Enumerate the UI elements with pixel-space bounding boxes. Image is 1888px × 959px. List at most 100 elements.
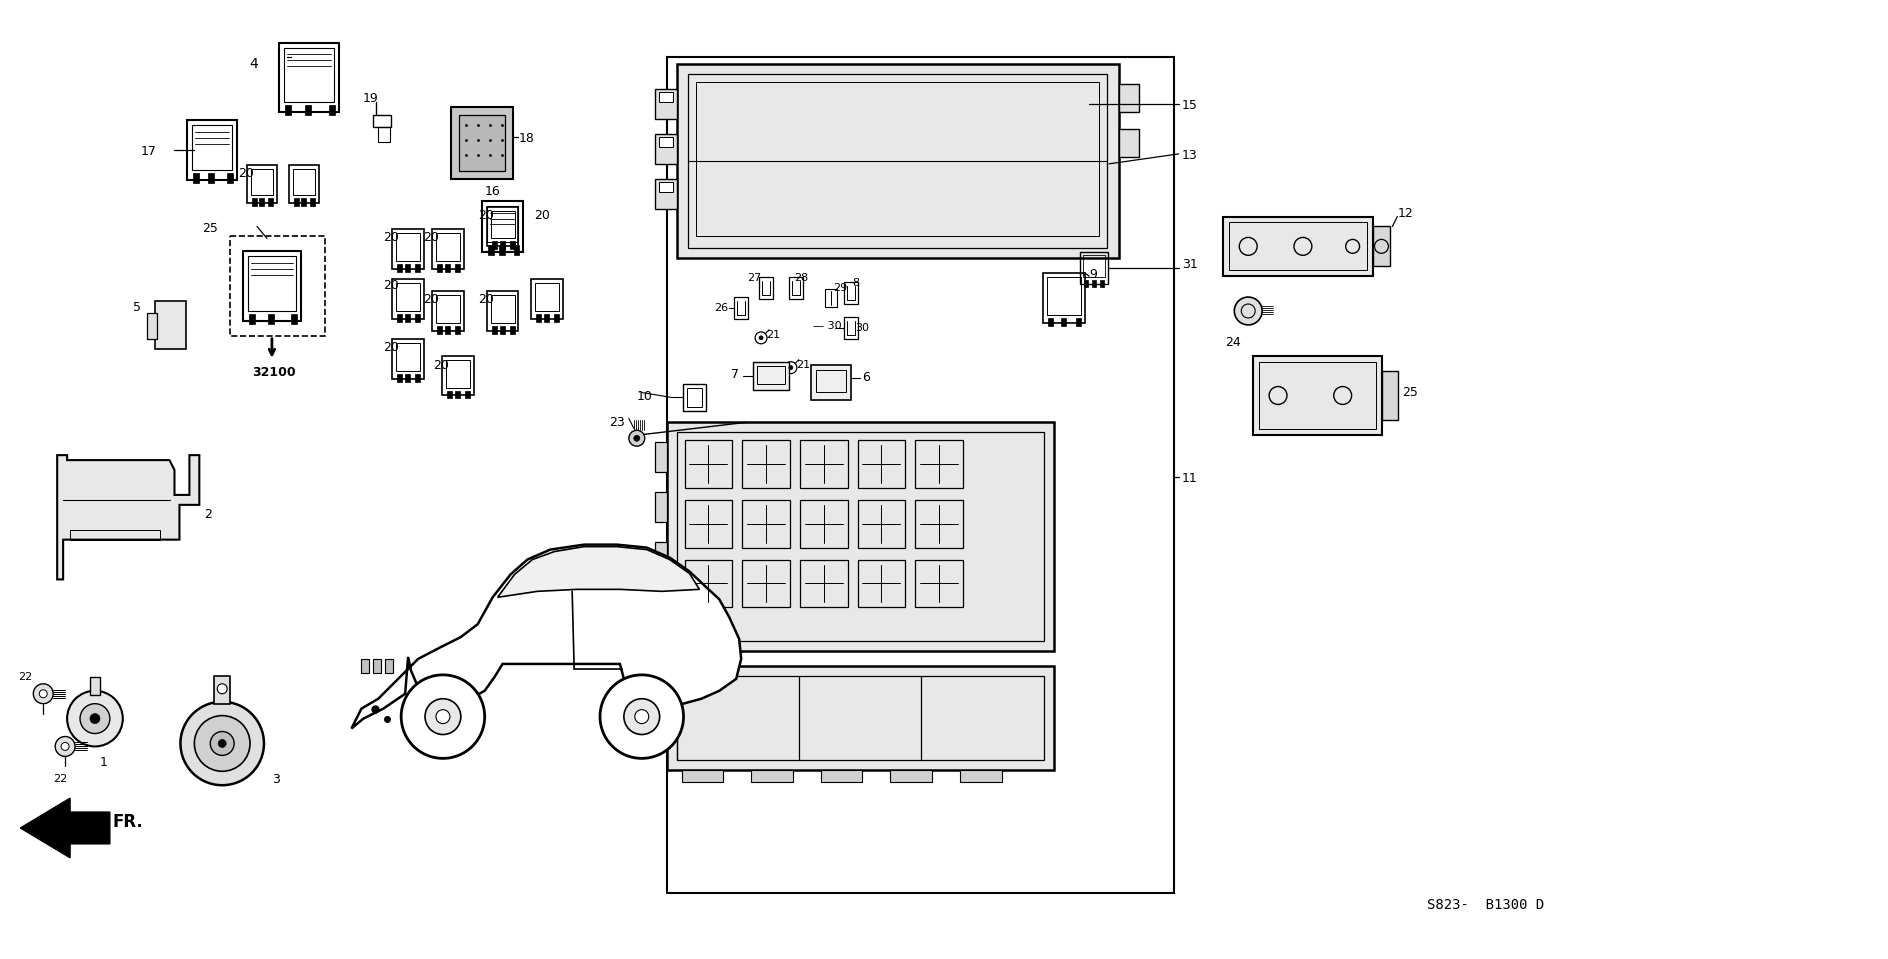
Text: 13: 13 (1182, 149, 1197, 162)
Bar (531, 279, 563, 319)
Bar (1120, 129, 1138, 157)
Circle shape (759, 336, 763, 339)
Circle shape (55, 737, 76, 757)
Bar (757, 365, 785, 384)
Bar (655, 542, 666, 572)
Bar (147, 313, 157, 339)
Bar (1223, 217, 1373, 276)
Bar (91, 677, 100, 694)
Bar (491, 242, 497, 249)
Text: 6: 6 (863, 370, 870, 384)
Bar (801, 500, 848, 548)
Bar (455, 265, 461, 272)
Text: 15: 15 (1182, 99, 1197, 112)
Bar (666, 58, 1174, 893)
Bar (436, 295, 461, 323)
Text: 27: 27 (748, 273, 761, 283)
Bar (1373, 226, 1390, 267)
Bar (251, 169, 274, 195)
Text: 22: 22 (19, 672, 32, 682)
Bar (844, 316, 857, 339)
Bar (487, 205, 519, 243)
Text: 14: 14 (638, 715, 655, 729)
Bar (555, 314, 559, 322)
Bar (821, 770, 863, 783)
Bar (491, 211, 515, 239)
Text: 31: 31 (1182, 258, 1197, 271)
Bar (959, 770, 1003, 783)
Bar (283, 48, 334, 103)
Circle shape (40, 690, 47, 698)
Bar (193, 173, 200, 183)
Bar (536, 314, 542, 322)
Bar (268, 198, 274, 205)
Text: 28: 28 (793, 273, 808, 283)
Bar (442, 356, 474, 395)
Bar (396, 374, 402, 382)
Text: 1: 1 (100, 757, 108, 769)
Bar (682, 770, 723, 783)
Bar (415, 374, 419, 382)
Bar (510, 326, 515, 334)
Bar (1048, 318, 1054, 326)
Text: 20: 20 (478, 208, 493, 222)
Text: 20: 20 (383, 279, 398, 292)
Text: 19: 19 (362, 92, 378, 105)
Bar (432, 229, 464, 269)
Text: 32100: 32100 (251, 365, 296, 379)
Bar (436, 326, 442, 334)
Text: 20: 20 (432, 359, 449, 372)
Bar (259, 198, 264, 205)
Bar (801, 440, 848, 488)
Bar (396, 283, 419, 311)
Bar (361, 659, 370, 673)
Bar (1084, 255, 1104, 277)
Bar (916, 559, 963, 607)
Bar (1061, 318, 1067, 326)
Bar (459, 115, 504, 171)
Bar (751, 770, 793, 783)
Bar (916, 500, 963, 548)
Bar (1084, 280, 1087, 287)
Bar (244, 251, 300, 321)
Bar (487, 292, 519, 331)
Text: S823-  B1300 D: S823- B1300 D (1427, 898, 1544, 912)
Circle shape (217, 684, 227, 693)
Bar (1048, 277, 1082, 315)
Bar (697, 82, 1099, 237)
Bar (500, 326, 504, 334)
Polygon shape (351, 545, 742, 729)
Bar (396, 233, 419, 261)
Bar (208, 173, 213, 183)
Bar (447, 390, 451, 399)
Text: FR.: FR. (113, 813, 143, 831)
Bar (655, 89, 676, 119)
Bar (481, 200, 523, 252)
Circle shape (623, 699, 659, 735)
Text: 8: 8 (853, 278, 859, 288)
Bar (857, 500, 904, 548)
Bar (510, 242, 515, 249)
Text: 29: 29 (833, 283, 848, 293)
Polygon shape (21, 798, 110, 857)
Bar (685, 559, 733, 607)
Bar (464, 390, 470, 399)
Text: 18: 18 (519, 132, 534, 145)
Bar (304, 105, 312, 115)
Circle shape (634, 710, 649, 724)
Bar (329, 105, 334, 115)
Bar (666, 422, 1054, 651)
Text: 20: 20 (383, 231, 398, 245)
Circle shape (1235, 297, 1263, 325)
Bar (378, 127, 391, 142)
Bar (1044, 273, 1086, 323)
Bar (500, 242, 504, 249)
Bar (455, 390, 461, 399)
Bar (742, 559, 789, 607)
Bar (393, 229, 425, 269)
Circle shape (789, 365, 793, 369)
Bar (487, 246, 493, 255)
Bar (655, 178, 676, 208)
Text: 5: 5 (132, 301, 142, 314)
Bar (396, 314, 402, 322)
